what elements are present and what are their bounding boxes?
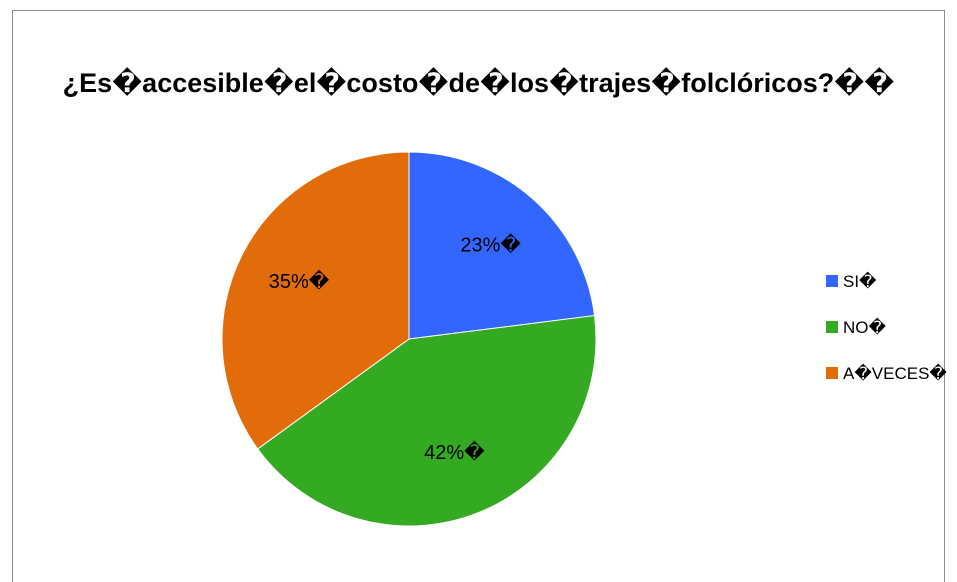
legend-swatch-a-veces: [826, 367, 838, 379]
pie-slice-2: [221, 151, 410, 450]
legend-item-no: NO�: [826, 318, 947, 338]
legend-swatch-no: [826, 321, 838, 333]
legend-label-no: NO�: [843, 318, 886, 337]
pie-slice-0: [408, 151, 596, 340]
legend: SI� NO� A�VECES�: [826, 272, 947, 410]
legend-item-a-veces: A�VECES�: [826, 364, 947, 384]
legend-item-si: SI�: [826, 272, 947, 292]
chart-title: ¿Es�accesible�el�costo�de�los�trajes�fol…: [62, 68, 895, 98]
slice-label-0: 23%�: [460, 233, 521, 257]
slice-label-2: 35%�: [269, 269, 330, 293]
legend-label-a-veces: A�VECES�: [843, 364, 947, 383]
pie-slice-1: [257, 315, 597, 527]
slice-label-1: 42%�: [424, 440, 485, 464]
legend-label-si: SI�: [843, 272, 877, 291]
legend-swatch-si: [826, 275, 838, 287]
